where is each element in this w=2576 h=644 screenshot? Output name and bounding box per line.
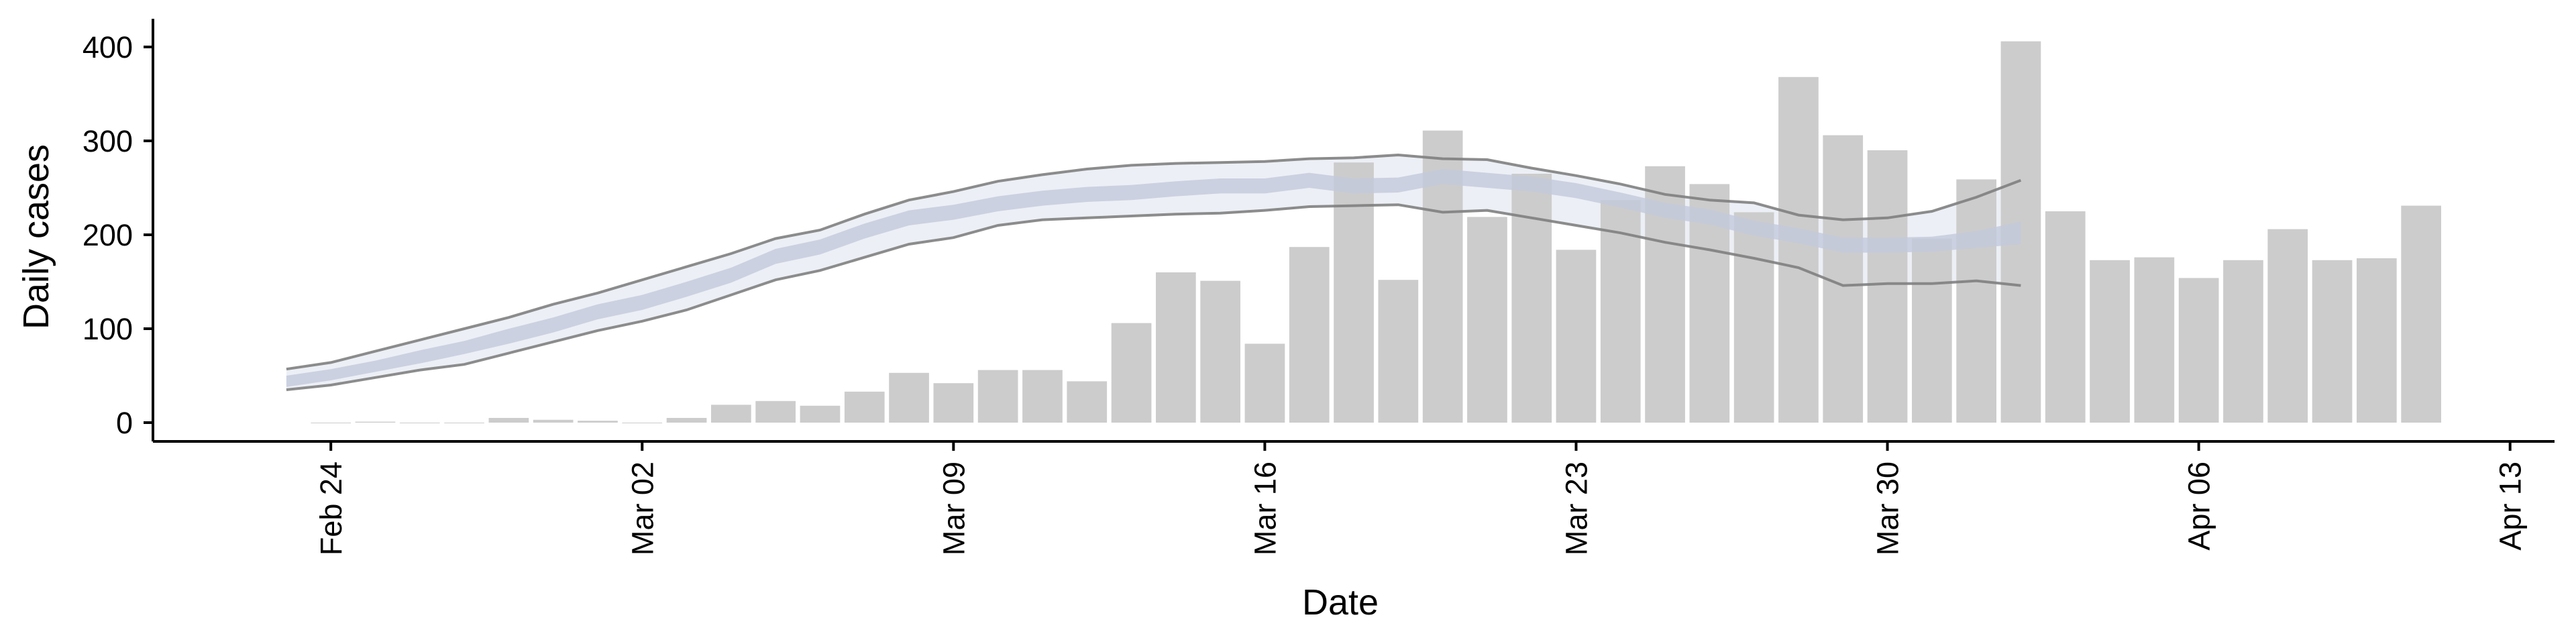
forecast-band-layer: [286, 155, 2021, 390]
bar: [488, 418, 529, 423]
x-tick-label: Mar 23: [1559, 462, 1593, 555]
bar: [2223, 260, 2263, 423]
bar: [1600, 200, 1641, 423]
bar: [2134, 257, 2175, 423]
bar: [1200, 280, 1240, 423]
band-lower-line: [286, 203, 2021, 391]
bar: [1912, 238, 1952, 423]
y-tick-label: 100: [83, 312, 133, 346]
bar: [666, 418, 707, 423]
x-tick-label: Mar 02: [625, 462, 659, 555]
bar: [1156, 272, 1196, 423]
bar: [800, 405, 841, 423]
y-tick-label: 400: [83, 30, 133, 64]
x-tick-label: Mar 16: [1248, 462, 1282, 555]
y-tick-label: 300: [83, 124, 133, 158]
bar: [1867, 150, 1908, 423]
band-upper-line: [286, 153, 2022, 371]
x-tick-label: Mar 30: [1871, 462, 1905, 555]
bar: [1378, 280, 1419, 423]
bar: [844, 391, 885, 423]
y-tick-label: 200: [83, 218, 133, 252]
bar: [1511, 174, 1552, 423]
median-layer: [286, 153, 2022, 391]
x-tick-label: Apr 06: [2182, 462, 2216, 551]
x-tick-label: Mar 09: [936, 462, 971, 555]
bar: [1956, 179, 1996, 423]
bar: [1334, 162, 1374, 423]
bar: [933, 383, 974, 423]
bar: [2178, 278, 2219, 423]
axes-layer: 0 100 200 300 400 Feb 24 Mar 02 Mar 09 Mar 16 Mar…: [83, 19, 2555, 555]
bar: [711, 405, 751, 423]
bar: [977, 370, 1018, 423]
bar: [2267, 229, 2308, 423]
bar: [355, 421, 396, 423]
bars-layer: [311, 41, 2441, 423]
x-tick-label: Feb 24: [314, 462, 348, 555]
bar: [2090, 260, 2130, 423]
x-tick-label: Apr 13: [2493, 462, 2528, 551]
bar: [1778, 76, 1819, 423]
bar: [1289, 247, 1330, 423]
bar: [1067, 381, 1108, 423]
bar: [755, 400, 796, 423]
bar: [578, 421, 618, 423]
bar: [889, 372, 929, 423]
bar: [1556, 250, 1597, 423]
bar: [2045, 211, 2086, 423]
bar: [1733, 212, 1774, 423]
y-tick-label: 0: [116, 406, 133, 440]
bar: [1244, 343, 1285, 423]
bar: [533, 419, 574, 423]
x-axis-title: Date: [1302, 582, 1379, 623]
bar: [2312, 260, 2353, 423]
bar: [2357, 258, 2397, 423]
y-axis-title: Daily cases: [16, 144, 56, 329]
bar: [1467, 217, 1507, 423]
bar: [1022, 370, 1063, 423]
bar: [2401, 205, 2441, 423]
forecast-band: [286, 155, 2021, 390]
bar: [1111, 323, 1152, 423]
